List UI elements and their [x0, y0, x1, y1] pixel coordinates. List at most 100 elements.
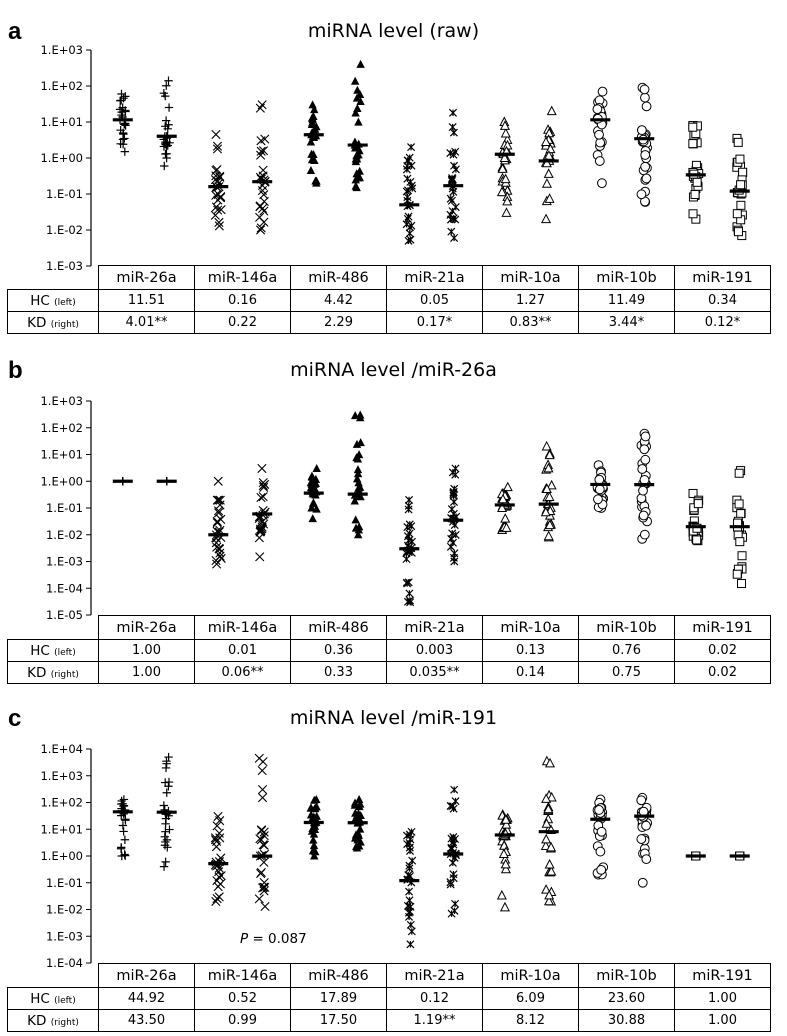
- data-point-hc: [306, 803, 316, 812]
- chart-title-a: miRNA level (raw): [307, 20, 480, 42]
- data-point-hc: [215, 816, 225, 826]
- hc-series-miR-21a: [402, 143, 417, 245]
- scatter-plot-a: 1.E-031.E-021.E-011.E+001.E+011.E+021.E+…: [40, 43, 750, 273]
- data-point-hc: [306, 165, 316, 174]
- data-point-kd: [446, 801, 455, 810]
- data-point-kd: [448, 538, 458, 547]
- data-point-hc: [496, 186, 507, 197]
- data-point-hc: [692, 535, 702, 545]
- data-point-kd: [450, 785, 459, 794]
- data-point-kd: [352, 439, 362, 448]
- data-point-hc: [210, 210, 220, 220]
- data-point-kd: [256, 492, 266, 503]
- data-point-kd: [353, 85, 362, 94]
- data-point-kd: [255, 552, 265, 562]
- panel-letter-a: a: [8, 18, 22, 45]
- hc-series-miR-486: [306, 794, 321, 860]
- table-cell: 0.02: [674, 661, 771, 684]
- data-point-hc: [406, 920, 415, 929]
- table-cell: 0.14: [482, 661, 579, 684]
- data-point-kd: [544, 193, 555, 203]
- data-point-hc: [118, 821, 128, 830]
- kd-series-miR-486: [350, 410, 365, 539]
- data-point-kd: [639, 84, 650, 95]
- data-point-hc: [501, 522, 512, 532]
- data-point-hc: [500, 127, 511, 138]
- row-label-hc: HC (left): [7, 987, 99, 1010]
- chart-title-b: miRNA level /miR-26a: [290, 359, 497, 381]
- hc-series-miR-10a: [496, 481, 513, 535]
- y-tick-label: 1.E-02: [46, 903, 83, 917]
- data-point-kd: [160, 841, 170, 850]
- data-point-kd: [450, 161, 459, 170]
- data-point-hc: [596, 826, 607, 837]
- data-point-hc: [592, 104, 603, 115]
- data-point-kd: [641, 820, 651, 831]
- column-header: miR-26a: [98, 963, 195, 988]
- table-cell: 1.27: [482, 289, 579, 312]
- data-point-kd: [546, 841, 557, 852]
- data-point-kd: [259, 196, 269, 207]
- data-point-kd: [451, 215, 460, 224]
- data-point-kd: [352, 832, 362, 841]
- summary-table-a: miR-26a miR-146a miR-486 miR-21a miR-10a miR-…: [7, 265, 771, 334]
- table-cell: 0.22: [194, 311, 291, 334]
- hc-series-miR-146a: [210, 811, 226, 907]
- data-point-kd: [736, 509, 746, 519]
- table-cell: 0.76: [578, 639, 675, 662]
- data-point-kd: [541, 818, 552, 828]
- data-point-kd: [446, 194, 455, 203]
- hc-series-miR-146a: [211, 476, 226, 569]
- table-cell: 30.88: [578, 1009, 675, 1032]
- data-point-kd: [259, 840, 269, 850]
- data-point-kd: [164, 76, 173, 85]
- table-cell: 0.035**: [386, 661, 483, 684]
- data-point-kd: [544, 858, 555, 869]
- data-point-kd: [636, 125, 647, 136]
- data-point-kd: [448, 108, 458, 117]
- data-point-kd: [257, 522, 267, 532]
- data-point-kd: [259, 827, 269, 837]
- data-point-kd: [451, 470, 460, 479]
- data-point-kd: [449, 509, 458, 518]
- data-point-hc: [595, 846, 606, 857]
- data-point-kd: [641, 101, 652, 112]
- data-point-kd: [162, 81, 171, 90]
- data-point-kd: [639, 444, 650, 455]
- data-point-kd: [350, 411, 360, 420]
- data-point-hc: [116, 844, 126, 853]
- table-row-hc: HC (left) 1.00 0.01 0.36 0.003 0.13 0.76 0.02: [7, 639, 771, 662]
- hc-series-miR-26a: [115, 89, 130, 156]
- data-point-kd: [449, 833, 458, 842]
- data-point-hc: [497, 163, 508, 173]
- data-point-hc: [688, 139, 698, 149]
- data-point-hc: [210, 835, 221, 845]
- data-point-kd: [640, 454, 651, 465]
- data-point-hc: [211, 129, 221, 140]
- data-point-hc: [498, 848, 509, 859]
- data-point-kd: [640, 431, 651, 442]
- y-tick-label: 1.E+00: [40, 151, 83, 165]
- data-point-hc: [120, 147, 130, 156]
- hc-series-miR-146a: [210, 129, 226, 231]
- data-point-hc: [216, 553, 226, 563]
- kd-series-miR-146a: [254, 753, 270, 912]
- data-point-hc: [307, 113, 317, 122]
- data-point-kd: [448, 207, 457, 216]
- row-label-note: (right): [50, 319, 79, 330]
- data-point-hc: [310, 795, 319, 804]
- table-corner: [7, 265, 99, 290]
- hc-series-miR-486: [306, 100, 321, 187]
- data-point-hc: [213, 176, 223, 186]
- data-point-kd: [543, 168, 554, 178]
- kd-series-miR-10a: [540, 440, 557, 542]
- data-point-hc: [310, 824, 320, 833]
- data-point-hc: [403, 174, 412, 183]
- y-tick-label: 1.E-03: [46, 555, 83, 569]
- data-point-kd: [163, 124, 172, 134]
- data-point-hc: [595, 137, 606, 148]
- data-point-kd: [543, 462, 554, 473]
- data-point-kd: [544, 757, 556, 768]
- data-point-hc: [500, 513, 511, 523]
- data-point-kd: [544, 895, 555, 906]
